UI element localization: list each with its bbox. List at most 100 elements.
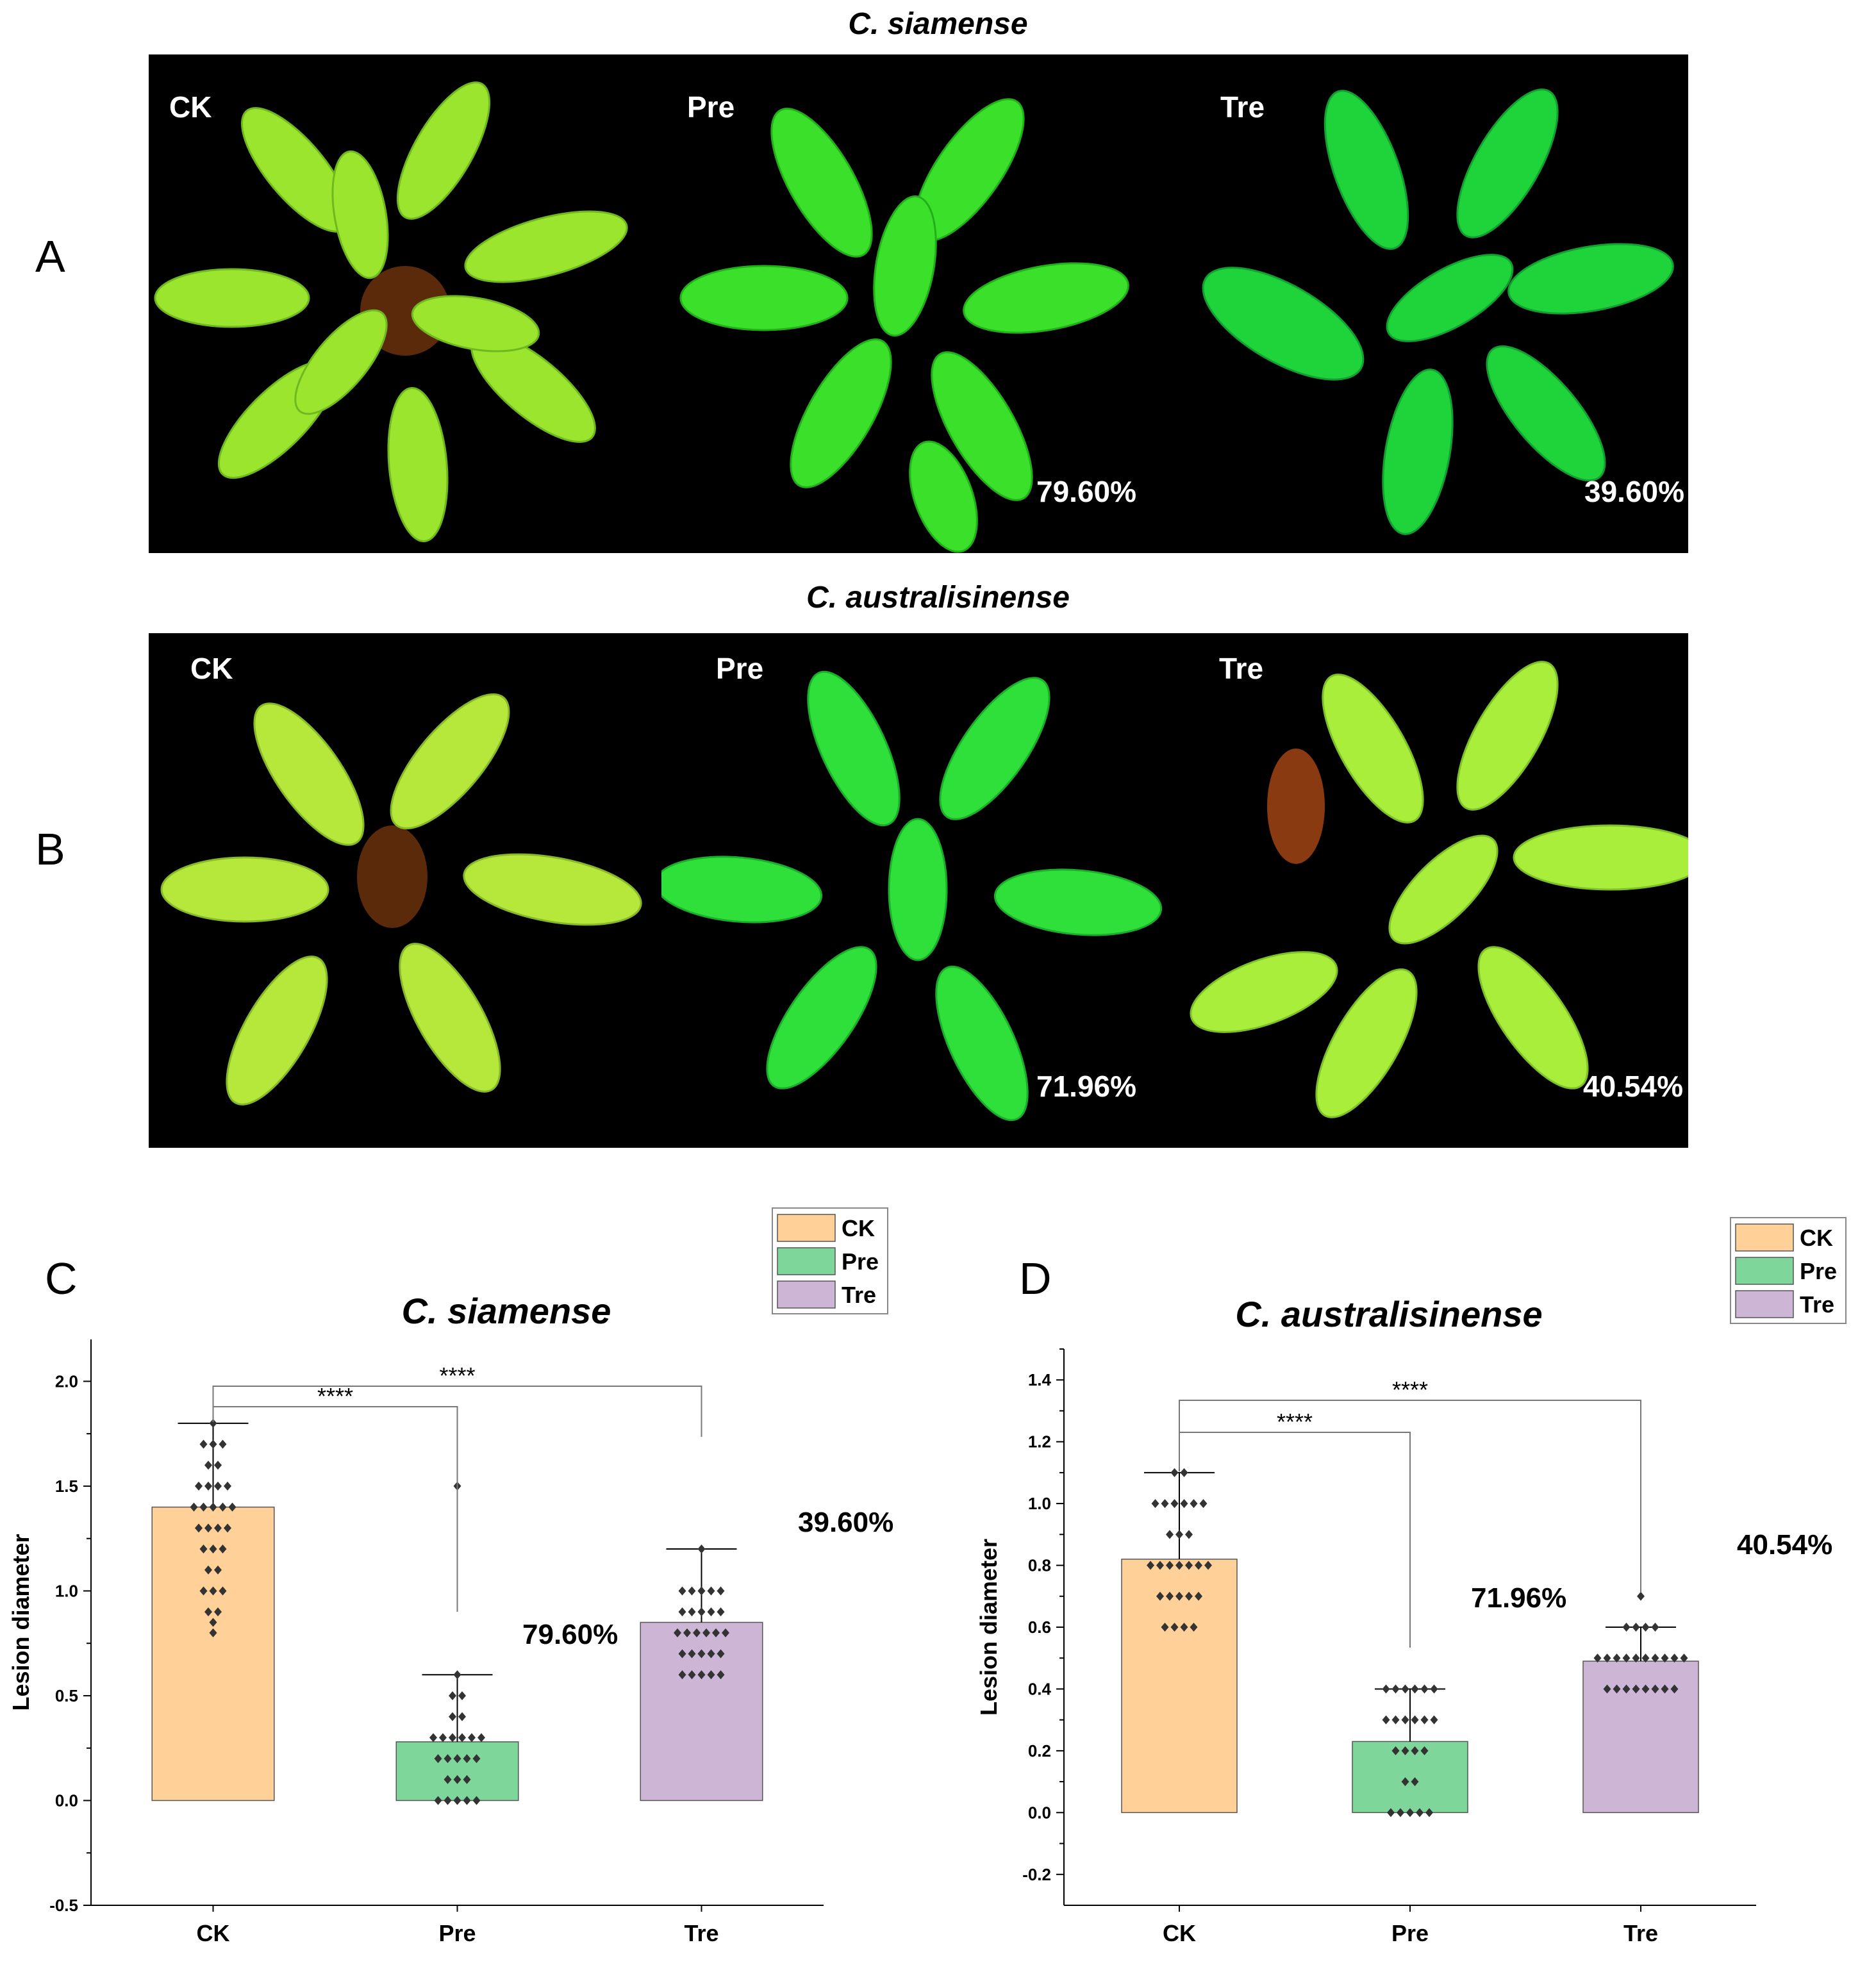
data-point — [1185, 1561, 1193, 1570]
data-point — [463, 1796, 471, 1805]
data-point — [199, 1586, 208, 1596]
data-point — [1637, 1591, 1645, 1601]
data-point — [717, 1649, 725, 1659]
chart-d: C. australisinense -0.2 0.0 0.2 0.4 0.6 0.8 1.0… — [975, 1217, 1847, 1946]
y-tick-label: 2.0 — [55, 1371, 78, 1391]
data-point — [453, 1796, 461, 1805]
data-point — [1185, 1591, 1193, 1601]
legend-swatch — [1735, 1223, 1794, 1252]
data-point — [1166, 1561, 1174, 1570]
legend-label: Pre — [1800, 1258, 1837, 1284]
data-point — [1622, 1623, 1631, 1632]
photo-label: Pre — [716, 652, 764, 685]
data-point — [1401, 1684, 1409, 1694]
y-tick-label: 0.8 — [1028, 1556, 1051, 1575]
y-tick-label: 0.2 — [1028, 1741, 1051, 1760]
legend-swatch — [777, 1247, 836, 1275]
data-point — [697, 1670, 706, 1680]
data-point — [209, 1586, 217, 1596]
data-point — [228, 1502, 237, 1512]
data-point — [1195, 1591, 1202, 1601]
photo-label: CK — [169, 90, 212, 124]
data-point — [1430, 1684, 1438, 1694]
data-point — [697, 1586, 706, 1596]
panel-b-title: C. australisinense — [806, 581, 1070, 615]
data-point — [1430, 1715, 1438, 1725]
plant-illustration — [679, 98, 1129, 553]
percent-annotation: 79.60% — [522, 1619, 618, 1650]
data-point — [1166, 1591, 1174, 1601]
data-point — [209, 1544, 217, 1554]
data-point — [1420, 1715, 1429, 1725]
y-tick-label: -0.2 — [1022, 1865, 1051, 1884]
data-point — [1641, 1623, 1650, 1632]
data-point — [1420, 1684, 1429, 1694]
data-point — [219, 1586, 227, 1596]
percent-annotation: 39.60% — [798, 1507, 893, 1538]
legend-swatch — [777, 1214, 836, 1242]
panel-a-photo-strip: CK Pre 79.60% — [149, 54, 1688, 553]
data-point — [219, 1502, 227, 1512]
x-tick-label: CK — [197, 1920, 230, 1946]
y-tick-label: 1.5 — [55, 1477, 78, 1496]
data-point — [678, 1586, 686, 1596]
data-point — [707, 1670, 715, 1680]
x-tick-label: Pre — [1391, 1920, 1429, 1946]
data-point — [1632, 1653, 1640, 1663]
data-point — [1156, 1591, 1164, 1601]
plant-illustration — [1190, 661, 1688, 1118]
data-point — [688, 1607, 696, 1617]
data-point — [707, 1649, 715, 1659]
data-point — [463, 1775, 471, 1784]
data-point — [1661, 1684, 1669, 1694]
data-point — [1156, 1561, 1164, 1570]
y-tick-label: -0.5 — [49, 1896, 78, 1915]
legend-swatch — [1735, 1290, 1794, 1318]
data-point — [722, 1628, 729, 1637]
panel-b-letter: B — [35, 824, 65, 874]
data-point — [1651, 1623, 1659, 1632]
data-point — [449, 1691, 456, 1700]
data-point — [1680, 1653, 1688, 1663]
data-point — [1613, 1653, 1621, 1663]
data-point — [468, 1733, 476, 1743]
data-point — [1180, 1499, 1188, 1509]
data-point — [209, 1618, 217, 1627]
data-point — [1603, 1653, 1611, 1663]
photo-percent: 39.60% — [1584, 475, 1685, 508]
data-point — [463, 1754, 471, 1764]
bar-pre — [395, 1741, 519, 1801]
photo-label: Tre — [1219, 652, 1264, 685]
data-point — [1411, 1746, 1419, 1755]
data-point — [1401, 1746, 1409, 1755]
data-point — [1416, 1808, 1424, 1818]
y-tick-label: 0.0 — [55, 1791, 78, 1810]
data-point — [1195, 1561, 1202, 1570]
data-point — [1420, 1746, 1429, 1755]
data-point — [1175, 1530, 1183, 1539]
plant-illustration — [1202, 88, 1674, 535]
data-point — [1613, 1684, 1621, 1694]
data-point — [214, 1481, 222, 1491]
plant-leaves — [154, 81, 628, 543]
photo-b-tre: Tre 40.54% — [1174, 633, 1688, 1148]
data-point — [214, 1461, 222, 1470]
plant-leaves — [160, 693, 642, 1105]
data-point — [444, 1754, 452, 1764]
y-tick-label: 0.0 — [1028, 1803, 1051, 1822]
data-point — [717, 1586, 725, 1596]
data-point — [1180, 1468, 1188, 1477]
significance-label: **** — [1392, 1377, 1428, 1403]
legend-label: Pre — [842, 1248, 879, 1275]
data-point — [439, 1733, 447, 1743]
data-point — [1190, 1499, 1198, 1509]
x-tick-label: Pre — [438, 1920, 476, 1946]
percent-annotation: 71.96% — [1471, 1582, 1566, 1614]
data-point — [674, 1628, 681, 1637]
data-point — [195, 1523, 203, 1533]
data-point — [1161, 1623, 1169, 1632]
data-point — [190, 1502, 198, 1512]
data-point — [1411, 1684, 1419, 1694]
data-point — [209, 1439, 217, 1449]
photo-percent: 79.60% — [1036, 475, 1137, 508]
